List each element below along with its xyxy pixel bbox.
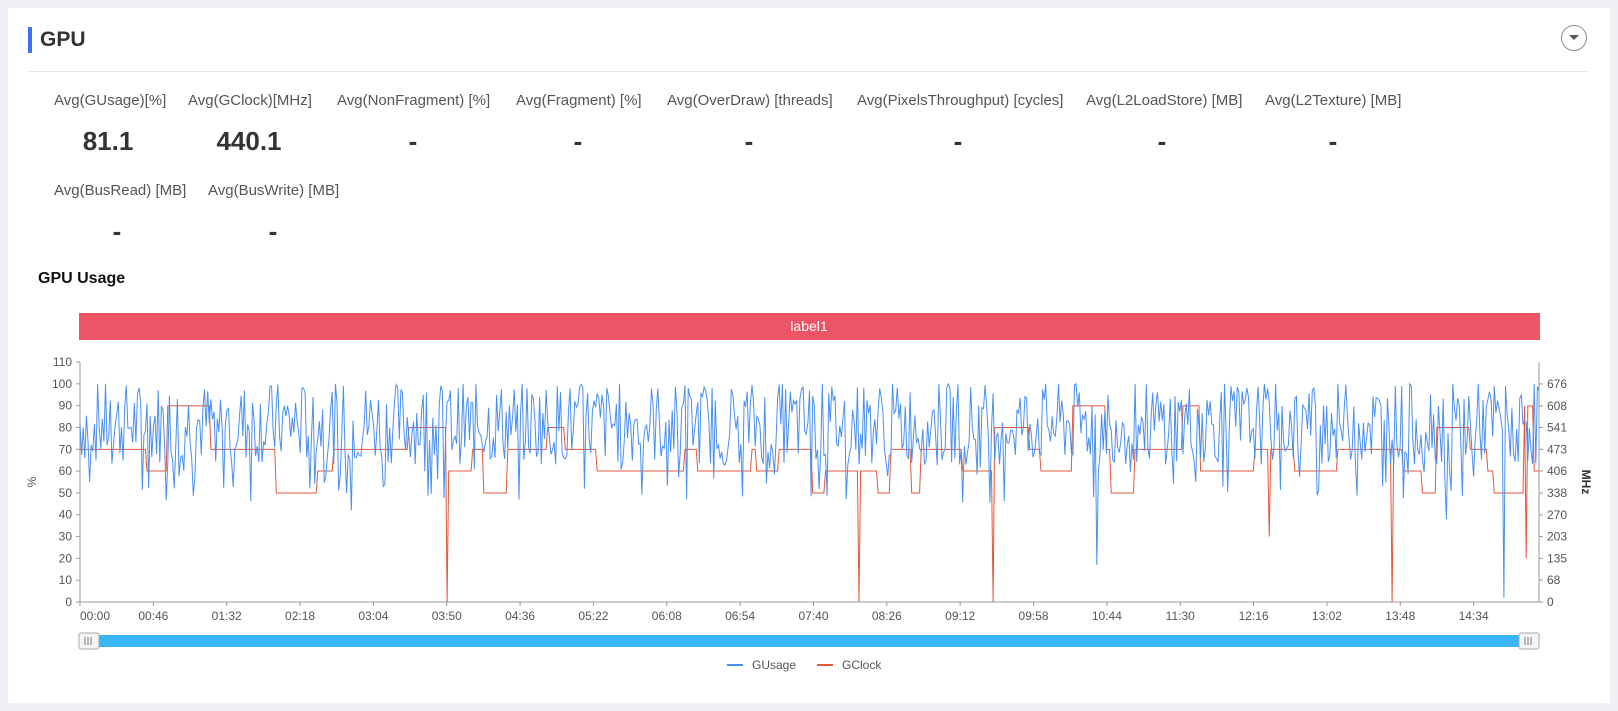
y-left-tick-label: 10: [59, 573, 73, 587]
metric-value: -: [573, 126, 583, 156]
metric-buswrite: Avg(BusWrite) [MB] -: [208, 182, 340, 246]
metric-value: -: [268, 216, 278, 246]
gusage-series-line: [79, 382, 1540, 598]
metric-pixels-throughput: Avg(PixelsThroughput) [cycles] -: [857, 92, 1064, 156]
x-tick-label: 03:04: [358, 609, 388, 623]
metric-gusage: Avg(GUsage)[%] 81.1: [54, 92, 167, 156]
x-tick-label: 05:22: [578, 609, 608, 623]
y-right-axis-label: MHz: [1579, 470, 1593, 495]
zoom-slider-track[interactable]: [86, 635, 1534, 647]
x-tick-label: 08:26: [872, 609, 902, 623]
metric-busread: Avg(BusRead) [MB] -: [54, 182, 187, 246]
y-right-tick-label: 338: [1547, 486, 1567, 500]
metric-label: Avg(OverDraw) [threads]: [667, 92, 833, 109]
metric-value: -: [408, 126, 418, 156]
metric-label: Avg(Fragment) [%]: [516, 92, 642, 109]
y-right-tick-label: 68: [1547, 573, 1561, 587]
y-right-tick-label: 676: [1547, 377, 1567, 391]
x-tick-label: 01:32: [212, 609, 242, 623]
section-divider: [28, 71, 1588, 72]
zoom-handle-right-body[interactable]: [1518, 632, 1540, 650]
metric-label: Avg(BusRead) [MB]: [54, 182, 187, 199]
x-tick-label: 09:58: [1019, 609, 1049, 623]
y-left-tick-label: 70: [59, 442, 73, 456]
legend-label: GClock: [842, 658, 882, 672]
y-left-tick-label: 80: [59, 420, 73, 434]
section-header: GPU: [28, 27, 1598, 53]
x-tick-label: 10:44: [1092, 609, 1122, 623]
gpu-card: GPU Avg(GUsage)[%] 81.1 Avg(GClock)[MHz]…: [8, 8, 1610, 703]
metric-value: -: [744, 126, 754, 156]
metric-l2loadstore: Avg(L2LoadStore) [MB] -: [1086, 92, 1243, 156]
metric-nonfragment: Avg(NonFragment) [%] -: [337, 92, 491, 156]
x-tick-label: 13:02: [1312, 609, 1342, 623]
chart-title: GPU Usage: [38, 270, 126, 287]
zoom-handle-left[interactable]: [78, 632, 100, 650]
y-right-tick-label: 270: [1547, 508, 1567, 522]
metric-label: Avg(PixelsThroughput) [cycles]: [857, 92, 1064, 109]
metric-value: 440.1: [216, 126, 282, 156]
metric-value: -: [1157, 126, 1167, 156]
metric-l2texture: Avg(L2Texture) [MB] -: [1265, 92, 1401, 156]
x-tick-label: 02:18: [285, 609, 315, 623]
x-tick-label: 06:08: [652, 609, 682, 623]
zoom-handle-left-body[interactable]: [78, 632, 100, 650]
y-right-tick-label: 203: [1547, 530, 1567, 544]
metric-gclock: Avg(GClock)[MHz] 440.1: [188, 92, 312, 156]
x-tick-label: 07:40: [798, 609, 828, 623]
label-band[interactable]: [79, 313, 1540, 340]
x-tick-label: 11:30: [1166, 609, 1195, 623]
y-left-tick-label: 50: [59, 486, 73, 500]
section-title: GPU: [40, 28, 86, 51]
x-tick-label: 00:00: [80, 609, 110, 623]
x-tick-label: 04:36: [505, 609, 535, 623]
y-left-tick-label: 0: [65, 595, 72, 609]
x-tick-label: 12:16: [1239, 609, 1269, 623]
x-tick-label: 06:54: [725, 609, 755, 623]
x-tick-label: 09:12: [945, 609, 975, 623]
legend-item-gusage[interactable]: GUsage: [727, 658, 796, 672]
y-left-tick-label: 30: [59, 530, 73, 544]
y-right-tick-label: 473: [1547, 442, 1567, 456]
y-right-tick-label: 608: [1547, 399, 1567, 413]
chevron-down-icon: [1569, 35, 1579, 40]
x-tick-label: 00:46: [138, 609, 168, 623]
metric-value: -: [1328, 126, 1338, 156]
legend-label: GUsage: [752, 658, 796, 672]
metric-fragment: Avg(Fragment) [%] -: [516, 92, 642, 156]
x-tick-label: 13:48: [1385, 609, 1415, 623]
y-left-axis-label: %: [25, 476, 39, 487]
y-left-tick-label: 90: [59, 399, 73, 413]
label-band-text: label1: [790, 318, 828, 334]
x-tick-label: 03:50: [432, 609, 462, 623]
metric-value: 81.1: [82, 126, 134, 156]
metric-label: Avg(NonFragment) [%]: [337, 92, 491, 109]
section-accent-bar: [28, 27, 32, 53]
y-left-tick-label: 20: [59, 551, 73, 565]
metric-label: Avg(L2LoadStore) [MB]: [1086, 92, 1243, 109]
x-tick-label: 14:34: [1459, 609, 1489, 623]
metric-overdraw: Avg(OverDraw) [threads] -: [667, 92, 833, 156]
y-right-tick-label: 541: [1547, 420, 1567, 434]
y-left-tick-label: 100: [52, 377, 72, 391]
legend-item-gclock[interactable]: GClock: [817, 658, 882, 672]
y-right-tick-label: 0: [1547, 595, 1554, 609]
metric-label: Avg(BusWrite) [MB]: [208, 182, 340, 199]
gclock-series-line: [80, 405, 1539, 603]
y-right-tick-label: 406: [1547, 464, 1567, 478]
y-left-tick-label: 40: [59, 508, 73, 522]
collapse-button[interactable]: [1561, 25, 1587, 51]
metric-label: Avg(GClock)[MHz]: [188, 92, 312, 109]
metric-label: Avg(GUsage)[%]: [54, 92, 167, 109]
metric-label: Avg(L2Texture) [MB]: [1265, 92, 1402, 109]
metric-value: -: [953, 126, 963, 156]
y-left-tick-label: 110: [53, 355, 72, 369]
y-right-tick-label: 135: [1547, 551, 1567, 565]
y-left-tick-label: 60: [59, 464, 73, 478]
metric-value: -: [112, 216, 122, 246]
zoom-handle-right[interactable]: [1518, 632, 1540, 650]
